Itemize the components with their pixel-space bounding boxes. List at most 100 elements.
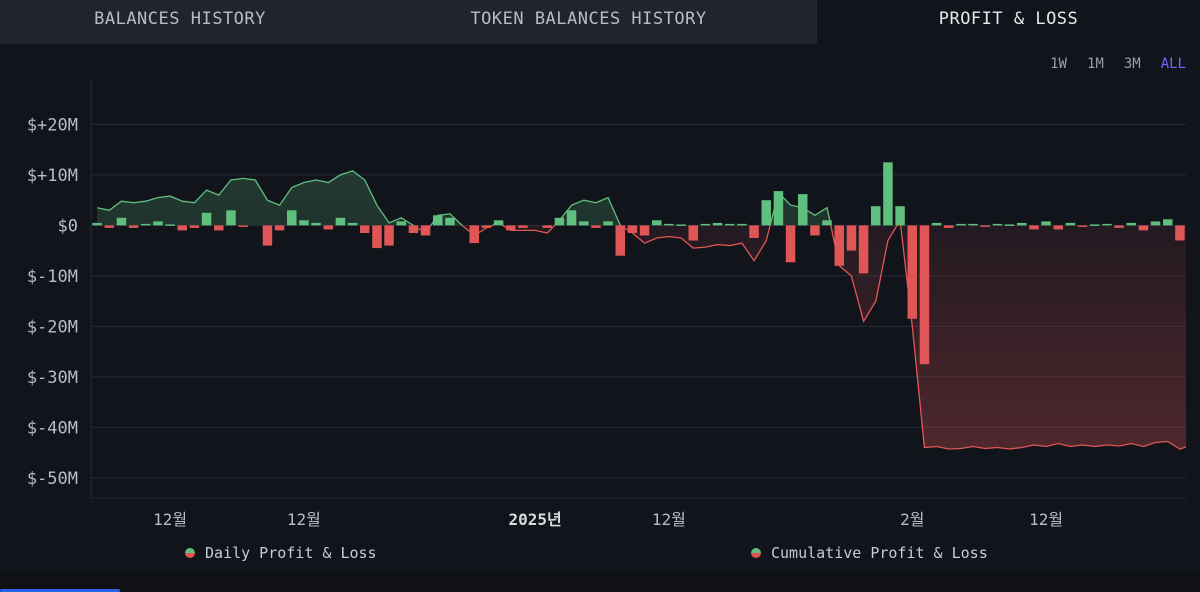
daily-pnl-bar — [1114, 225, 1124, 228]
daily-pnl-bar — [445, 217, 455, 226]
chart-tab-bar: BALANCES HISTORY TOKEN BALANCES HISTORY … — [0, 0, 1200, 44]
daily-pnl-bar — [116, 217, 127, 226]
range-all-button[interactable]: ALL — [1160, 56, 1186, 72]
daily-pnl-bar — [420, 225, 431, 236]
daily-pnl-bar — [639, 225, 650, 236]
daily-pnl-bar — [1041, 221, 1051, 226]
legend-cumulative[interactable]: Cumulative Profit & Loss — [751, 543, 988, 563]
daily-pnl-bar — [104, 225, 114, 228]
daily-pnl-bar — [615, 225, 625, 256]
daily-pnl-bar — [944, 225, 954, 228]
y-tick-label: $0 — [58, 216, 78, 236]
daily-pnl-bar — [1102, 223, 1112, 226]
daily-pnl-bar — [1077, 225, 1088, 227]
daily-pnl-bar — [895, 206, 905, 226]
daily-pnl-bar — [676, 224, 686, 226]
daily-pnl-bar — [566, 210, 577, 226]
daily-pnl-bar — [1090, 224, 1100, 226]
daily-pnl-bar — [798, 194, 808, 226]
range-1w-button[interactable]: 1W — [1050, 56, 1067, 72]
daily-pnl-bar — [396, 221, 406, 226]
daily-pnl-bar — [992, 223, 1003, 226]
y-tick-label: $-20M — [27, 317, 78, 337]
daily-pnl-bar — [92, 222, 102, 226]
range-3m-button[interactable]: 3M — [1123, 56, 1141, 72]
daily-pnl-bar — [773, 191, 784, 226]
cumulative-area-positive — [97, 170, 901, 226]
daily-pnl-bar — [968, 223, 978, 226]
daily-pnl-bar — [226, 210, 236, 226]
daily-pnl-bar — [1150, 221, 1161, 226]
daily-pnl-bar — [299, 220, 309, 226]
daily-pnl-bar — [603, 221, 613, 226]
y-tick-label: $-10M — [27, 267, 78, 287]
range-1m-button[interactable]: 1M — [1086, 56, 1104, 72]
tab-balances-history[interactable]: BALANCES HISTORY — [0, 0, 360, 44]
daily-pnl-bar — [907, 225, 917, 319]
daily-pnl-bar — [761, 200, 771, 226]
daily-pnl-bar — [883, 162, 893, 226]
daily-pnl-bar — [737, 223, 747, 226]
daily-pnl-bar — [627, 225, 638, 233]
x-tick-label: 12월 — [153, 510, 187, 529]
daily-pnl-bar — [335, 217, 346, 226]
bottom-accent-bar — [0, 589, 120, 592]
daily-pnl-bar — [591, 225, 601, 228]
x-tick-label: 2025년 — [508, 510, 561, 529]
daily-pnl-bar — [201, 212, 212, 226]
y-tick-label: $-50M — [27, 469, 78, 489]
daily-pnl-bar — [785, 225, 796, 263]
daily-pnl-bar — [1053, 225, 1063, 230]
daily-pnl-bar — [384, 225, 394, 246]
daily-pnl-bar — [1163, 219, 1173, 226]
y-tick-label: $+20M — [27, 115, 78, 135]
daily-pnl-bar — [1175, 225, 1185, 241]
time-range-selector: 1W 1M 3M ALL — [1050, 56, 1186, 76]
daily-pnl-bar — [542, 225, 552, 228]
cumulative-line-positive — [96, 170, 902, 226]
x-tick-label: 12월 — [1029, 510, 1063, 529]
daily-pnl-bar — [481, 225, 492, 228]
daily-pnl-bar — [725, 223, 735, 226]
daily-pnl-bar — [189, 225, 200, 228]
profit-loss-chart: $+20M $+10M $0 $-10M $-20M $-30M $-40M $-50M 12월… — [27, 79, 1186, 529]
daily-pnl-bar — [372, 225, 382, 249]
daily-pnl-bar — [323, 225, 333, 230]
legend-daily-dot-icon — [185, 548, 195, 558]
daily-pnl-bar — [469, 225, 479, 244]
x-tick-label: 12월 — [287, 510, 321, 529]
daily-pnl-bar — [919, 225, 930, 365]
daily-pnl-bar — [749, 225, 759, 238]
daily-pnl-bar — [871, 206, 881, 226]
daily-pnl-bar — [1029, 225, 1039, 230]
tab-profit-loss[interactable]: PROFIT & LOSS — [817, 0, 1200, 44]
daily-pnl-bar — [128, 225, 139, 228]
daily-pnl-bar — [846, 225, 857, 251]
daily-pnl-bar — [822, 220, 832, 226]
x-tick-label: 12월 — [652, 510, 686, 529]
legend-daily-label: Daily Profit & Loss — [205, 544, 377, 562]
daily-pnl-bar — [1017, 222, 1027, 226]
daily-pnl-bar — [518, 225, 528, 228]
daily-pnl-bar — [165, 224, 175, 226]
daily-pnl-bar — [214, 225, 224, 231]
legend-daily[interactable]: Daily Profit & Loss — [185, 543, 377, 563]
daily-pnl-bar — [712, 222, 723, 226]
daily-pnl-bar — [408, 225, 419, 233]
tab-token-balances-history[interactable]: TOKEN BALANCES HISTORY — [360, 0, 817, 44]
daily-pnl-bar — [1138, 225, 1149, 231]
daily-pnl-bar — [810, 225, 820, 236]
daily-pnl-bar — [360, 225, 370, 233]
daily-pnl-bar — [652, 220, 662, 226]
x-tick-label: 2월 — [900, 510, 924, 529]
daily-pnl-bar — [347, 222, 358, 226]
daily-pnl-bar — [274, 225, 285, 231]
daily-pnl-bar — [700, 223, 711, 226]
daily-pnl-bar — [311, 222, 321, 226]
daily-pnl-bar — [153, 221, 163, 226]
legend-cumulative-dot-icon — [751, 548, 761, 558]
legend-cumulative-label: Cumulative Profit & Loss — [771, 544, 988, 562]
daily-pnl-bar — [956, 223, 966, 226]
daily-pnl-bar — [664, 223, 674, 226]
daily-pnl-bar — [262, 225, 273, 246]
